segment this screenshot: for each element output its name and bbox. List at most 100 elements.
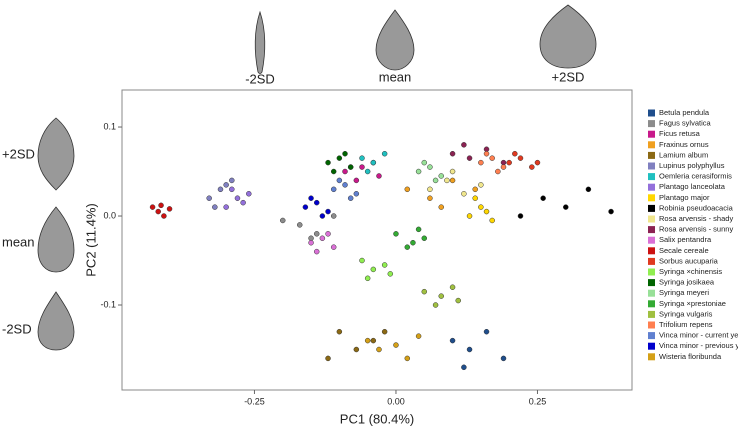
x-tick-label: -0.25	[244, 396, 265, 406]
point	[376, 346, 382, 353]
leaf-shape	[539, 4, 597, 69]
point	[483, 208, 490, 215]
legend-label: Vinca minor - current year	[659, 331, 738, 340]
point	[246, 191, 252, 197]
y-tick-label: 0.1	[103, 121, 116, 131]
point	[353, 177, 360, 184]
point	[330, 186, 337, 193]
point	[500, 355, 507, 362]
legend-label: Syringa ×chinensis	[659, 267, 722, 276]
point	[404, 244, 411, 250]
point	[223, 182, 229, 188]
point	[415, 226, 422, 233]
point	[313, 231, 320, 237]
point	[342, 168, 348, 175]
point	[280, 217, 286, 224]
point	[376, 173, 382, 179]
point	[438, 293, 444, 299]
point	[229, 177, 235, 184]
legend-swatch	[648, 236, 655, 244]
point	[308, 239, 314, 246]
legend-label: Sorbus aucuparia	[659, 256, 719, 265]
point	[421, 235, 428, 242]
point	[478, 182, 484, 188]
point	[359, 257, 365, 264]
point	[206, 195, 212, 201]
legend-label: Plantago major	[659, 193, 710, 202]
leaf-shape	[254, 10, 266, 74]
point	[461, 364, 467, 371]
point	[393, 342, 399, 348]
x-axis-label: PC1 (80.4%)	[340, 411, 414, 426]
legend-swatch	[648, 130, 655, 138]
legend-label: Lupinus polyphyllus	[659, 161, 725, 170]
legend-swatch	[648, 342, 655, 350]
y-tick-label: -0.1	[100, 299, 116, 309]
legend-swatch	[648, 215, 655, 223]
point	[489, 155, 495, 161]
shape-label: -2SD	[245, 71, 275, 86]
legend-label: Oemleria cerasiformis	[659, 172, 732, 181]
point	[370, 337, 377, 344]
legend-swatch	[648, 183, 655, 191]
legend-label: Wisteria floribunda	[659, 352, 722, 361]
point	[427, 186, 433, 193]
point	[483, 150, 490, 157]
point	[472, 186, 478, 193]
point	[325, 208, 331, 215]
point	[353, 346, 360, 353]
point	[240, 199, 246, 206]
point	[359, 155, 365, 161]
x-tick-label: 0.25	[529, 396, 547, 406]
point	[449, 337, 456, 344]
point	[229, 186, 235, 193]
point	[325, 159, 331, 166]
legend-label: Syringa meyeri	[659, 288, 709, 297]
shape-label: -2SD	[2, 321, 32, 336]
legend-swatch	[648, 257, 655, 265]
legend-label: Vinca minor - previous year	[659, 341, 738, 350]
point	[364, 275, 371, 282]
point	[336, 177, 343, 184]
point	[161, 213, 167, 219]
y-axis-label: PC2 (11.4%)	[83, 203, 98, 276]
point	[449, 177, 456, 184]
point	[325, 231, 331, 237]
point	[438, 204, 444, 210]
point	[466, 155, 473, 161]
point	[404, 355, 411, 362]
point	[585, 186, 592, 193]
point	[444, 177, 450, 184]
legend-swatch	[648, 226, 655, 234]
point	[359, 164, 365, 170]
point	[415, 168, 422, 175]
legend-swatch	[648, 300, 655, 308]
point	[330, 168, 337, 175]
legend-label: Ficus retusa	[659, 129, 701, 138]
shape-label: +2SD	[2, 146, 35, 161]
point	[517, 155, 524, 161]
shape-label: mean	[2, 234, 35, 249]
point	[330, 244, 337, 250]
legend-swatch	[648, 268, 655, 276]
point	[364, 337, 371, 344]
point	[483, 328, 490, 335]
point	[234, 195, 241, 201]
point	[319, 235, 326, 242]
legend-label: Rosa arvensis - sunny	[659, 225, 733, 234]
point	[461, 191, 467, 197]
legend-swatch	[648, 141, 655, 149]
point	[347, 164, 354, 170]
point	[506, 159, 512, 166]
legend-swatch	[648, 321, 655, 329]
legend-swatch	[648, 289, 655, 297]
legend-swatch	[648, 151, 655, 159]
point	[342, 150, 348, 157]
point	[364, 168, 371, 175]
point	[432, 177, 439, 184]
y-tick-label: 0.0	[103, 210, 116, 220]
point	[381, 328, 388, 335]
point	[223, 204, 229, 210]
point	[478, 159, 484, 166]
